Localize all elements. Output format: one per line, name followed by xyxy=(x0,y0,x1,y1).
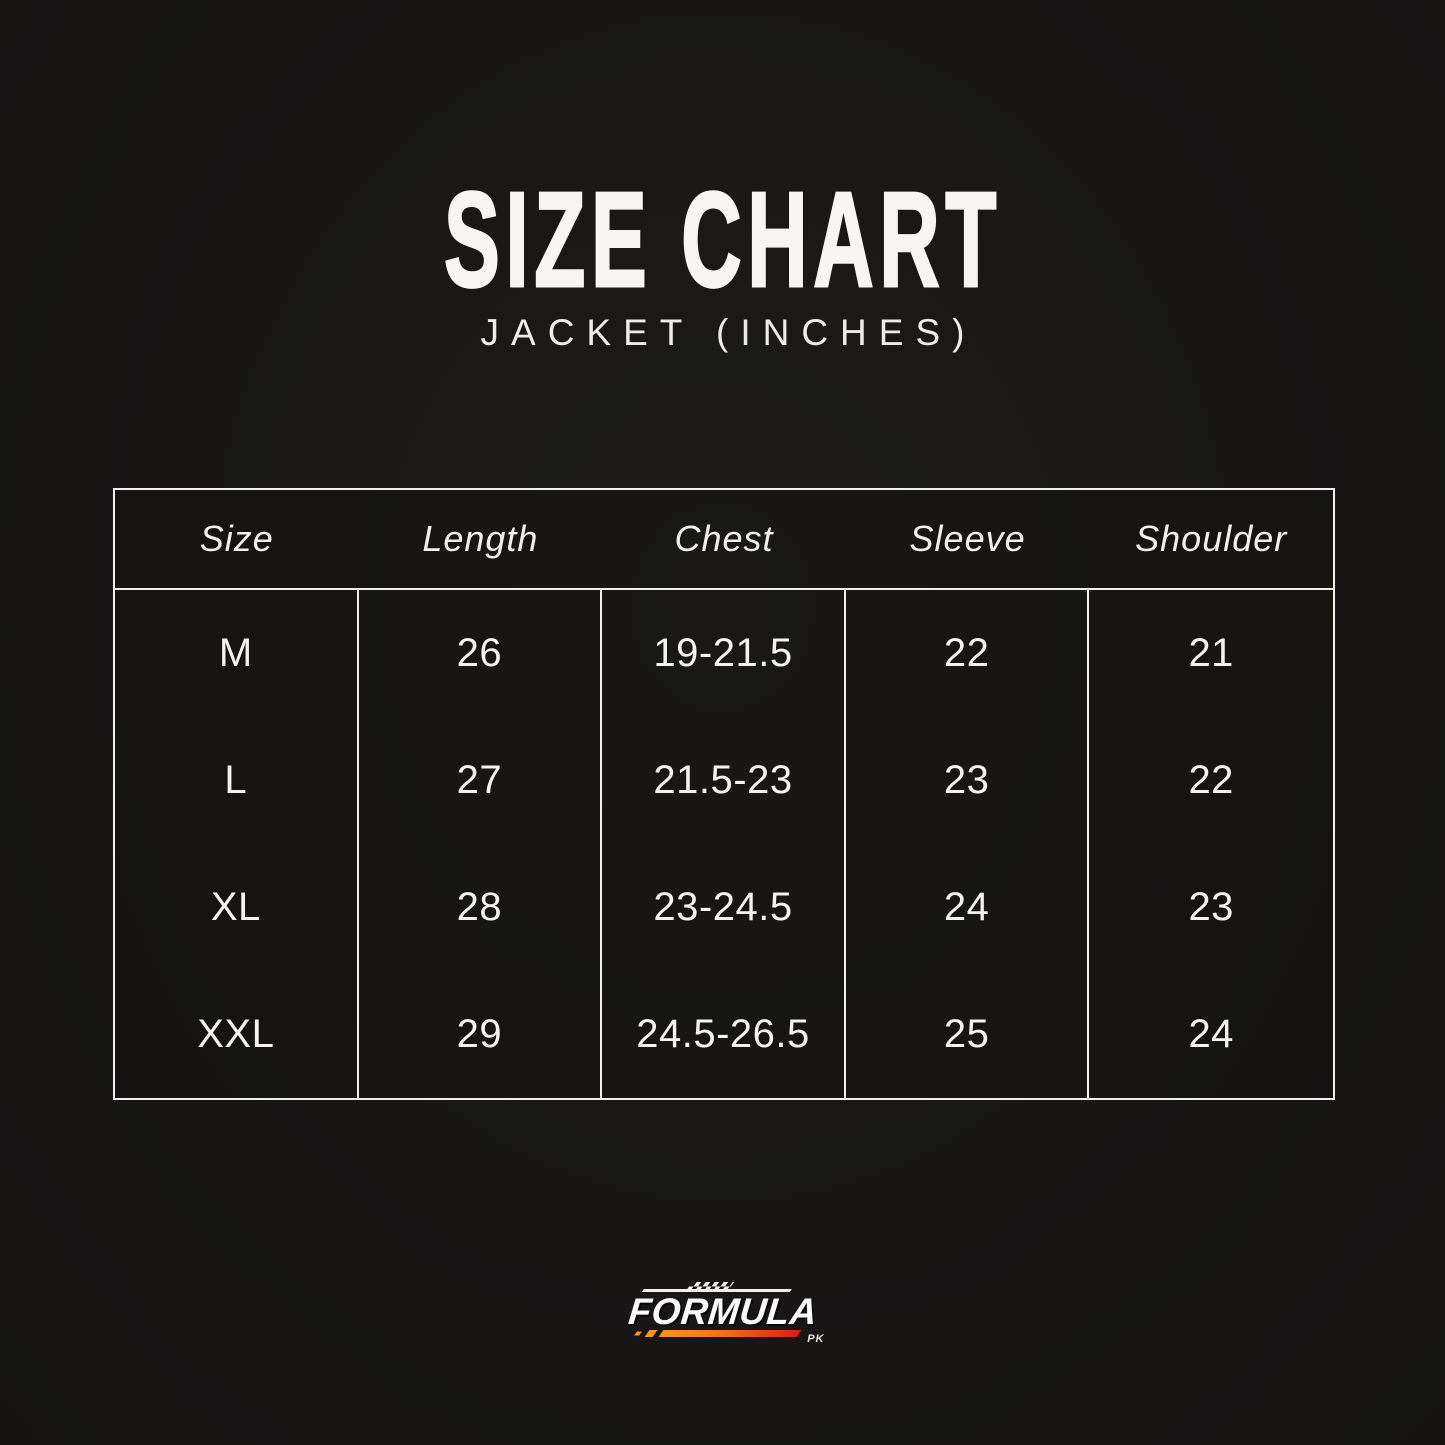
table-cell-length: 27 xyxy=(359,717,603,844)
table-cell-length: 28 xyxy=(359,844,603,971)
size-table: Size Length Chest Sleeve Shoulder M 26 1… xyxy=(113,488,1335,1100)
table-cell-shoulder: 21 xyxy=(1188,631,1234,675)
checkered-flag-icon xyxy=(685,1282,734,1291)
logo-underline-stripe xyxy=(658,1330,801,1337)
table-cell-size: M xyxy=(115,590,359,717)
page-subtitle: JACKET (INCHES) xyxy=(480,312,977,353)
table-cell-length: 29 xyxy=(359,971,603,1098)
brand-logo: FORMULA PK xyxy=(626,1282,823,1346)
logo-region-label: PK xyxy=(807,1333,825,1345)
header-cell-chest: Chest xyxy=(674,518,774,559)
table-cell-shoulder: 24 xyxy=(1188,1012,1234,1056)
table-cell-size: L xyxy=(115,717,359,844)
title-container: SIZE CHART xyxy=(0,164,1445,315)
table-cell-size: XL xyxy=(115,844,359,971)
page-title: SIZE CHART xyxy=(443,164,1002,315)
header-cell-size: Size xyxy=(199,518,274,559)
table-cell-sleeve: 25 xyxy=(846,971,1090,1098)
table-cell-chest: 19-21.5 xyxy=(602,590,846,717)
table-cell-chest: 24.5-26.5 xyxy=(602,971,846,1098)
table-cell-sleeve: 24 xyxy=(846,844,1090,971)
table-header-row: Size Length Chest Sleeve Shoulder xyxy=(115,490,1333,590)
header-cell-length: Length xyxy=(422,518,539,559)
table-cell-size: XXL xyxy=(115,971,359,1098)
table-cell-sleeve: 22 xyxy=(846,590,1090,717)
table-cell-shoulder: 23 xyxy=(1188,885,1234,929)
table-cell-length: 26 xyxy=(359,590,603,717)
table-cell-shoulder: 22 xyxy=(1188,758,1234,802)
table-cell-sleeve: 23 xyxy=(846,717,1090,844)
table-body: M 26 19-21.5 22 21 L 27 21.5-23 23 22 XL… xyxy=(115,590,1333,1098)
logo-wordmark: FORMULA xyxy=(626,1291,819,1332)
table-cell-chest: 23-24.5 xyxy=(602,844,846,971)
header-cell-sleeve: Sleeve xyxy=(909,518,1026,559)
table-cell-chest: 21.5-23 xyxy=(602,717,846,844)
subtitle-container: JACKET (INCHES) xyxy=(0,312,1445,354)
header-cell-shoulder: Shoulder xyxy=(1135,518,1288,559)
